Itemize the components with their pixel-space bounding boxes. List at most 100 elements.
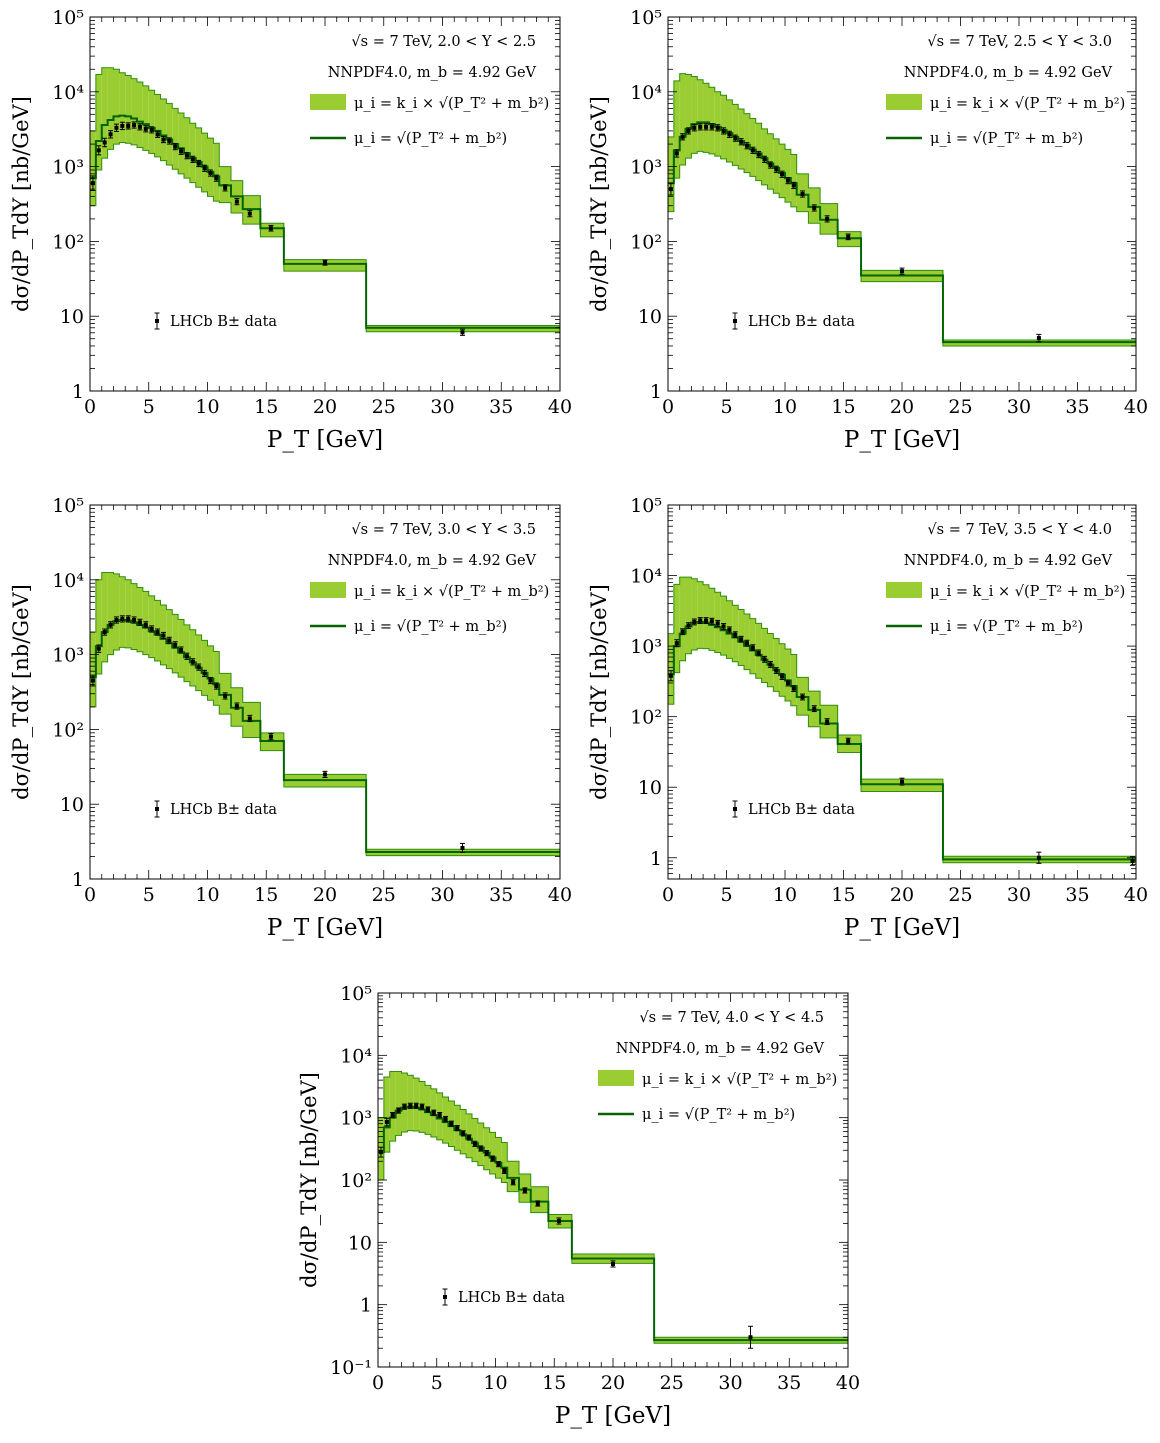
x-tick-label: 25 [372, 396, 396, 418]
y-tick-label: 10⁴ [630, 82, 662, 104]
data-point [785, 178, 790, 183]
data-point [715, 621, 720, 626]
x-tick-label: 15 [831, 884, 855, 906]
data-point [384, 1120, 389, 1125]
band-bin [708, 87, 715, 154]
y-tick-label: 10⁵ [52, 7, 84, 29]
data-point [750, 148, 755, 153]
data-point [780, 674, 785, 679]
data-point [800, 694, 805, 699]
data-point [812, 706, 817, 711]
band-bin [160, 99, 167, 161]
band-lower-edge [378, 1130, 848, 1344]
legend-data-marker [155, 807, 159, 811]
band-bin [125, 75, 132, 144]
legend-data-label: LHCb B± data [748, 314, 855, 330]
legend-band-swatch [886, 94, 922, 110]
data-point [155, 132, 160, 137]
data-point [686, 128, 691, 133]
data-point [108, 132, 113, 137]
band-bin [691, 578, 698, 651]
data-point [704, 618, 709, 623]
data-point [161, 137, 166, 142]
chart-title: √s = 7 TeV, 3.0 < Y < 3.5 [351, 522, 536, 538]
x-tick-label: 35 [777, 1372, 801, 1394]
chart-panel: 0 5 10 15 20 25 30 35 40 10⁻¹ 1 10 10² 10³ 10⁴ 10⁵ P_T [… [297, 983, 860, 1429]
legend-band-label: μ_i = k_i × √(P_T² + m_b²) [354, 584, 549, 600]
data-point [721, 128, 726, 133]
data-point [774, 668, 779, 673]
legend-pdf: NNPDF4.0, m_b = 4.92 GeV [328, 553, 537, 569]
y-tick-label: 10⁵ [630, 495, 662, 517]
band-bin [131, 78, 137, 145]
band-bin [489, 1132, 496, 1174]
band-bin [685, 74, 692, 159]
data-point [184, 153, 189, 158]
legend-central-label: μ_i = √(P_T² + m_b²) [930, 619, 1083, 635]
data-point [721, 624, 726, 629]
data-point [535, 1201, 540, 1206]
legend-pdf: NNPDF4.0, m_b = 4.92 GeV [904, 553, 1113, 569]
x-axis-label: P_T [GeV] [844, 427, 960, 453]
y-axis-label: dσ/dP_TdY [nb/GeV] [587, 584, 611, 800]
legend-data-marker [733, 807, 737, 811]
band-bin [679, 73, 686, 166]
legend-band-label: μ_i = k_i × √(P_T² + m_b²) [930, 584, 1125, 600]
band-bin [107, 67, 114, 150]
data-point [680, 629, 685, 634]
band-bin [761, 628, 768, 683]
band-bin [483, 1127, 490, 1170]
x-tick-label: 40 [1124, 396, 1148, 418]
data-point [137, 124, 142, 129]
x-tick-label: 25 [948, 396, 972, 418]
data-point [268, 226, 273, 231]
data-point [846, 739, 851, 744]
data-point [247, 716, 252, 721]
band-bin [790, 154, 797, 207]
data-point [756, 650, 761, 655]
data-point [179, 648, 184, 653]
data-point [179, 149, 184, 154]
x-tick-label: 40 [548, 884, 572, 906]
x-tick-label: 10 [773, 396, 797, 418]
data-point [420, 1104, 425, 1109]
x-tick-label: 10 [773, 884, 797, 906]
x-tick-label: 5 [720, 884, 732, 906]
y-tick-label: 1 [72, 869, 84, 891]
data-point [478, 1146, 483, 1151]
y-axis-label: dσ/dP_TdY [nb/GeV] [587, 96, 611, 312]
y-tick-label: 10² [52, 719, 84, 741]
data-point [114, 618, 119, 623]
legend-central-label: μ_i = √(P_T² + m_b²) [354, 131, 507, 147]
data-point [715, 125, 720, 130]
data-point [190, 157, 195, 162]
central-curve [378, 1105, 848, 1342]
band-bin [90, 632, 96, 707]
data-point [214, 684, 219, 689]
data-point [522, 1188, 527, 1193]
data-point [214, 176, 219, 181]
data-point [143, 622, 148, 627]
data-point [774, 167, 779, 172]
data-point [900, 779, 904, 784]
band-bin [495, 1137, 502, 1179]
chart-title: √s = 7 TeV, 2.0 < Y < 2.5 [351, 34, 536, 50]
y-tick-label: 10 [348, 1232, 372, 1254]
legend-pdf: NNPDF4.0, m_b = 4.92 GeV [328, 65, 537, 81]
band-bin [137, 82, 143, 148]
data-point [502, 1168, 507, 1173]
band-bin [668, 633, 674, 705]
band-lower-edge [90, 646, 560, 857]
band-bin [101, 67, 108, 159]
x-tick-label: 0 [84, 884, 96, 906]
band-bin [101, 572, 108, 662]
data-point [727, 627, 732, 632]
x-tick-label: 30 [1007, 396, 1031, 418]
data-point [167, 638, 172, 643]
data-point [223, 185, 228, 190]
data-point [692, 125, 697, 130]
data-point [733, 632, 738, 637]
data-point [234, 704, 239, 709]
x-tick-label: 15 [831, 396, 855, 418]
central-curve [90, 619, 560, 853]
